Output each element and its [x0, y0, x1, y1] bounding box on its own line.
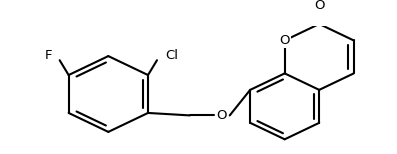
Text: Cl: Cl	[165, 49, 178, 62]
Text: O: O	[216, 109, 227, 122]
Text: O: O	[314, 0, 324, 12]
Text: F: F	[45, 49, 53, 62]
Text: O: O	[279, 34, 290, 47]
